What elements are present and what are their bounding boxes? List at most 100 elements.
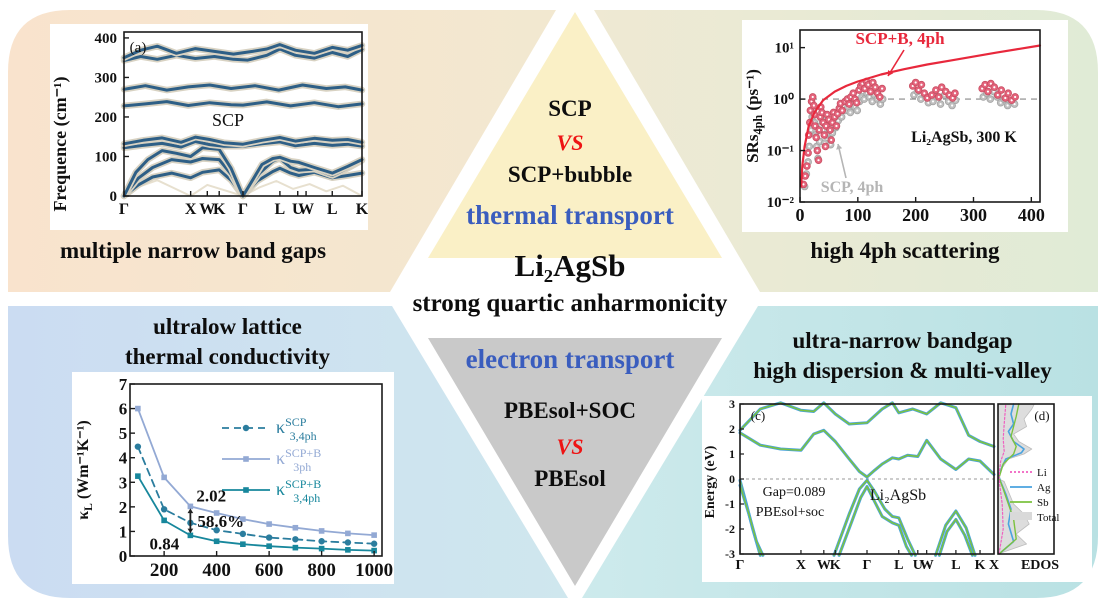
svg-text:2.02: 2.02 bbox=[196, 486, 226, 505]
svg-text:300: 300 bbox=[960, 205, 987, 225]
svg-text:X: X bbox=[989, 558, 999, 573]
svg-text:Frequence (cm⁻¹): Frequence (cm⁻¹) bbox=[50, 76, 71, 211]
svg-text:0: 0 bbox=[110, 189, 118, 205]
center-thermal-title: thermal transport bbox=[466, 200, 674, 230]
diamond-top-triangle bbox=[428, 12, 722, 258]
center-material: Li₂AgSb bbox=[514, 248, 626, 283]
svg-text:1: 1 bbox=[729, 447, 735, 461]
svg-text:10⁰: 10⁰ bbox=[773, 92, 794, 108]
svg-text:SCP: SCP bbox=[212, 110, 244, 130]
svg-text:400: 400 bbox=[95, 31, 118, 47]
center-bottom-item2: PBEsol bbox=[534, 466, 606, 491]
svg-text:L: L bbox=[275, 201, 286, 218]
svg-text:0: 0 bbox=[796, 205, 805, 225]
svg-text:SRs4ph (ps⁻¹): SRs4ph (ps⁻¹) bbox=[743, 69, 765, 163]
svg-text:0.84: 0.84 bbox=[150, 534, 180, 553]
svg-text:400: 400 bbox=[202, 560, 231, 581]
caption-bottom-left-line2: thermal conductivity bbox=[124, 344, 331, 370]
svg-text:W: W bbox=[920, 558, 934, 573]
svg-text:Gap=0.089: Gap=0.089 bbox=[763, 485, 826, 500]
svg-text:L: L bbox=[894, 558, 903, 573]
scattering-rates-svg: 10⁻² 10⁻¹ 10⁰ 10¹ 0 100 200 300 400 SRs4ph (ps⁻¹)… bbox=[743, 29, 1045, 225]
svg-text:3: 3 bbox=[119, 473, 128, 492]
center-top-item1: SCP bbox=[548, 96, 592, 121]
svg-text:10¹: 10¹ bbox=[775, 41, 795, 57]
svg-text:200: 200 bbox=[150, 560, 179, 581]
svg-text:Sb: Sb bbox=[1037, 497, 1049, 509]
svg-text:(d): (d) bbox=[1034, 408, 1049, 423]
caption-bottom-left: ultralow lattice thermal conductivity bbox=[55, 312, 400, 373]
svg-text:58.6%: 58.6% bbox=[197, 512, 244, 531]
center-top-vs: VS bbox=[556, 130, 584, 155]
diamond-bottom-triangle bbox=[428, 338, 722, 586]
svg-text:400: 400 bbox=[1018, 205, 1045, 225]
svg-text:W: W bbox=[817, 558, 831, 573]
svg-text:Γ: Γ bbox=[863, 558, 872, 573]
center-electron-title: electron transport bbox=[465, 344, 675, 374]
caption-bottom-right-line1: ultra-narrow bandgap bbox=[792, 328, 1013, 353]
svg-text:Li₂AgSb, 300 K: Li₂AgSb, 300 K bbox=[911, 129, 1017, 146]
center-top-item2: SCP+bubble bbox=[507, 162, 633, 187]
svg-text:Li₂AgSb: Li₂AgSb bbox=[870, 487, 926, 504]
svg-text:K: K bbox=[356, 201, 368, 218]
svg-text:SCP+B, 4ph: SCP+B, 4ph bbox=[855, 29, 945, 48]
svg-text:L: L bbox=[951, 558, 960, 573]
svg-text:-1: -1 bbox=[725, 497, 735, 511]
svg-text:κSCP+B3,4ph: κSCP+B 3,4ph bbox=[276, 477, 321, 505]
svg-text:X: X bbox=[185, 201, 197, 218]
caption-bottom-right: ultra-narrow bandgap high dispersion & m… bbox=[705, 326, 1100, 387]
svg-text:Γ: Γ bbox=[736, 558, 745, 573]
svg-text:U: U bbox=[292, 201, 304, 218]
svg-text:4: 4 bbox=[119, 449, 128, 468]
svg-text:10⁻¹: 10⁻¹ bbox=[767, 144, 794, 160]
svg-text:Γ: Γ bbox=[119, 201, 129, 218]
svg-text:200: 200 bbox=[95, 110, 118, 126]
svg-text:2: 2 bbox=[729, 422, 735, 436]
svg-text:Ag: Ag bbox=[1037, 482, 1051, 494]
svg-text:SCP, 4ph: SCP, 4ph bbox=[821, 179, 884, 196]
svg-text:-2: -2 bbox=[725, 522, 735, 536]
svg-text:W: W bbox=[199, 201, 215, 218]
svg-text:300: 300 bbox=[95, 70, 118, 86]
thermal-conductivity-svg: 0 1 2 3 4 5 6 7 200 400 600 800 1000 κL (Wm⁻¹K⁻¹) κSCP… bbox=[75, 375, 393, 581]
svg-text:10⁻²: 10⁻² bbox=[767, 195, 795, 211]
scattering-rates-plot: 10⁻² 10⁻¹ 10⁰ 10¹ 0 100 200 300 400 SRs4ph (ps⁻¹)… bbox=[742, 20, 1068, 232]
svg-text:K: K bbox=[830, 558, 841, 573]
svg-text:7: 7 bbox=[119, 375, 128, 394]
svg-text:Energy (eV): Energy (eV) bbox=[703, 445, 718, 518]
svg-text:0: 0 bbox=[119, 547, 128, 566]
svg-text:100: 100 bbox=[844, 205, 871, 225]
center-bottom-item1: PBEsol+SOC bbox=[504, 398, 636, 423]
thermal-conductivity-plot: 0 1 2 3 4 5 6 7 200 400 600 800 1000 κL (Wm⁻¹K⁻¹) κSCP… bbox=[72, 372, 394, 584]
svg-text:200: 200 bbox=[902, 205, 929, 225]
svg-text:1: 1 bbox=[119, 522, 128, 541]
svg-text:2: 2 bbox=[119, 498, 128, 517]
center-material-subtitle: strong quartic anharmonicity bbox=[412, 290, 728, 317]
svg-text:Total: Total bbox=[1037, 512, 1059, 524]
caption-top-left: multiple narrow band gaps bbox=[59, 238, 327, 263]
svg-text:L: L bbox=[327, 201, 338, 218]
svg-text:EDOS: EDOS bbox=[1021, 558, 1059, 573]
svg-text:100: 100 bbox=[95, 149, 118, 165]
svg-text:Li: Li bbox=[1037, 467, 1047, 479]
svg-text:-3: -3 bbox=[725, 547, 735, 561]
svg-text:PBEsol+soc: PBEsol+soc bbox=[756, 505, 825, 520]
svg-text:6: 6 bbox=[119, 400, 128, 419]
svg-text:K: K bbox=[975, 558, 986, 573]
caption-bottom-right-line2: high dispersion & multi-valley bbox=[753, 358, 1052, 384]
svg-text:0: 0 bbox=[729, 472, 735, 486]
svg-text:800: 800 bbox=[307, 560, 336, 581]
svg-text:1000: 1000 bbox=[355, 560, 393, 581]
svg-text:U: U bbox=[913, 558, 923, 573]
svg-text:Γ: Γ bbox=[238, 201, 248, 218]
svg-text:600: 600 bbox=[255, 560, 284, 581]
svg-text:(c): (c) bbox=[751, 408, 765, 423]
svg-text:X: X bbox=[796, 558, 806, 573]
svg-text:κL (Wm⁻¹K⁻¹): κL (Wm⁻¹K⁻¹) bbox=[75, 420, 95, 520]
svg-text:K: K bbox=[213, 201, 226, 218]
